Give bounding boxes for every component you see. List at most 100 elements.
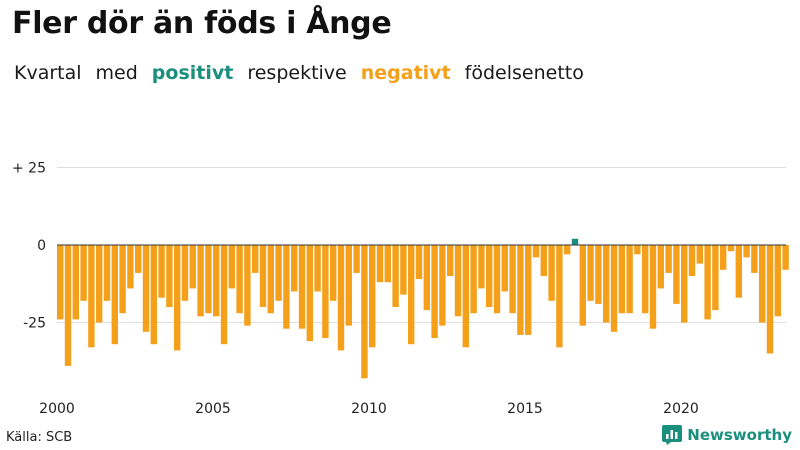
bar bbox=[571, 238, 579, 245]
bar bbox=[135, 245, 142, 273]
bar bbox=[618, 245, 625, 314]
bar bbox=[353, 245, 360, 273]
x-tick-label: 2010 bbox=[351, 401, 387, 417]
bar bbox=[111, 245, 118, 345]
bar bbox=[361, 245, 368, 379]
subtitle-negative-label: negativt bbox=[360, 62, 451, 84]
bar bbox=[681, 245, 688, 323]
bar bbox=[314, 245, 321, 292]
chart-subtitle: Kvartal med positivt respektive negativt föde… bbox=[14, 62, 584, 84]
subtitle-text-fodelsenetto: födelsenetto bbox=[464, 62, 584, 84]
bar bbox=[322, 245, 329, 338]
bar bbox=[189, 245, 196, 289]
bar bbox=[283, 245, 290, 329]
bar bbox=[727, 245, 735, 252]
bar bbox=[158, 245, 165, 298]
bar bbox=[540, 245, 547, 276]
bar bbox=[259, 245, 267, 307]
bar bbox=[423, 245, 430, 311]
bar bbox=[493, 245, 501, 314]
bar bbox=[181, 245, 189, 301]
bar bbox=[400, 245, 407, 295]
bar bbox=[688, 245, 696, 276]
bar bbox=[610, 245, 618, 332]
bar bbox=[298, 245, 306, 329]
bar bbox=[564, 245, 571, 255]
bar bbox=[532, 245, 540, 258]
bar bbox=[345, 245, 352, 326]
bar bbox=[720, 245, 727, 270]
bar bbox=[439, 245, 446, 326]
bar bbox=[142, 245, 150, 332]
bar bbox=[96, 245, 103, 323]
bar bbox=[119, 245, 126, 314]
bar bbox=[626, 245, 633, 314]
bar bbox=[80, 245, 87, 301]
bar bbox=[244, 245, 251, 326]
bar bbox=[127, 245, 134, 289]
bar bbox=[673, 245, 680, 304]
y-tick-label: 0 bbox=[37, 238, 46, 254]
bar bbox=[228, 245, 235, 289]
bar bbox=[517, 245, 524, 335]
bar bbox=[743, 245, 750, 258]
bar bbox=[634, 245, 641, 255]
bar bbox=[252, 245, 259, 273]
source-label: Källa: SCB bbox=[6, 430, 73, 445]
bar bbox=[704, 245, 711, 320]
bar bbox=[579, 245, 586, 326]
bar bbox=[291, 245, 298, 292]
bar bbox=[408, 245, 415, 345]
bar bbox=[205, 245, 212, 314]
x-tick-label: 2020 bbox=[663, 401, 699, 417]
bar bbox=[88, 245, 95, 348]
bar bbox=[556, 245, 563, 348]
bar bbox=[774, 245, 781, 317]
bar bbox=[462, 245, 469, 348]
bar bbox=[696, 245, 703, 264]
bar bbox=[72, 245, 79, 320]
bar bbox=[501, 245, 508, 292]
bar bbox=[267, 245, 274, 314]
bar bbox=[384, 245, 391, 283]
bar bbox=[525, 245, 532, 335]
bar bbox=[766, 245, 774, 354]
bar bbox=[103, 245, 111, 301]
bar bbox=[197, 245, 204, 317]
bar bbox=[509, 245, 516, 314]
bar bbox=[64, 245, 72, 366]
bar bbox=[595, 245, 602, 304]
bar bbox=[236, 245, 243, 314]
subtitle-text-med: med bbox=[95, 62, 138, 84]
bar bbox=[712, 245, 719, 311]
bar bbox=[57, 245, 64, 320]
bar bbox=[174, 245, 181, 351]
bar bbox=[275, 245, 282, 301]
bar bbox=[642, 245, 649, 314]
brand-logo: Newsworthy bbox=[662, 425, 792, 445]
bar bbox=[478, 245, 485, 289]
bar bbox=[649, 245, 657, 329]
bar bbox=[166, 245, 173, 307]
bar bbox=[337, 245, 345, 351]
x-tick-label: 2015 bbox=[507, 401, 543, 417]
bar bbox=[470, 245, 477, 314]
y-tick-label: + 25 bbox=[12, 161, 46, 177]
bar bbox=[759, 245, 766, 323]
subtitle-text-kvartal: Kvartal bbox=[14, 62, 82, 84]
x-tick-label: 2005 bbox=[195, 401, 231, 417]
bar bbox=[330, 245, 337, 301]
bar bbox=[782, 245, 789, 270]
subtitle-positive-label: positivt bbox=[151, 62, 234, 84]
bar bbox=[751, 245, 758, 273]
bar bbox=[376, 245, 384, 283]
bar bbox=[447, 245, 454, 276]
axis-labels: + 25 0 -25 2000 2005 2010 2015 2020 bbox=[12, 161, 699, 418]
bar bbox=[306, 245, 313, 342]
bar bbox=[369, 245, 376, 348]
bar bbox=[220, 245, 228, 345]
bar bbox=[657, 245, 664, 289]
brand-name: Newsworthy bbox=[687, 426, 792, 444]
bar bbox=[392, 245, 399, 307]
